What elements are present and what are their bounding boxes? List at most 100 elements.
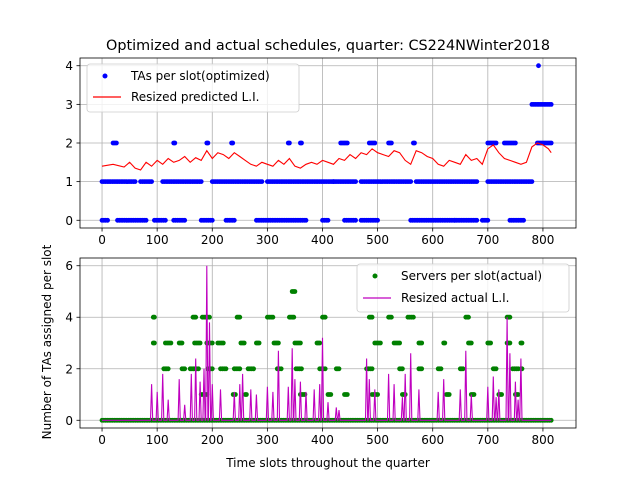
data-point [412, 140, 417, 146]
y-tick-label: 3 [65, 98, 73, 112]
data-point [209, 340, 215, 346]
data-point [411, 314, 416, 320]
top-chart-frame [79, 57, 577, 229]
data-point [251, 366, 256, 372]
y-tick-label: 2 [65, 137, 73, 151]
data-point [270, 314, 276, 320]
x-tick-label: 500 [366, 433, 389, 447]
bottom-legend-marker-points [372, 273, 378, 279]
data-point [182, 366, 188, 372]
x-tick-label: 100 [146, 433, 169, 447]
x-tick-label: 300 [256, 233, 279, 247]
data-point [328, 392, 334, 397]
x-tick-label: 0 [98, 433, 106, 447]
data-point [299, 140, 304, 146]
data-point [149, 179, 155, 185]
x-tick-label: 700 [476, 433, 499, 447]
data-point [400, 366, 405, 372]
y-tick-label: 0 [65, 414, 73, 428]
data-point [241, 340, 247, 346]
data-point [474, 217, 480, 223]
top-chart-plot-area [99, 63, 554, 223]
top-chart-legend: TAs per slot(optimized) Resized predicte… [86, 63, 300, 113]
data-point [375, 392, 380, 397]
data-point [344, 140, 350, 146]
data-point [389, 140, 394, 146]
data-point [172, 140, 178, 146]
x-tick-label: 200 [201, 433, 224, 447]
y-tick-label: 2 [65, 362, 73, 376]
top-chart-x-ticks: 0 100 200 300 400 500 600 700 800 [98, 228, 554, 247]
data-point [513, 140, 518, 146]
data-point [353, 217, 358, 223]
x-tick-label: 600 [421, 433, 444, 447]
data-point [259, 179, 265, 185]
y-tick-label: 1 [65, 175, 73, 189]
data-point [419, 340, 425, 346]
data-point [442, 340, 448, 346]
bottom-chart-y-ticks: 0 2 4 6 [65, 259, 80, 428]
data-point [438, 366, 444, 372]
series-spike-line [102, 265, 552, 421]
data-point [276, 340, 281, 346]
data-point [196, 366, 201, 372]
data-point [193, 314, 199, 320]
data-point [493, 140, 499, 146]
data-point [105, 217, 110, 223]
x-tick-label: 800 [531, 233, 554, 247]
data-point [197, 340, 203, 346]
bottom-legend-box [356, 263, 570, 313]
data-point [408, 179, 414, 185]
data-point [205, 140, 211, 146]
data-point [223, 366, 229, 372]
y-tick-label: 4 [65, 59, 73, 73]
bottom-chart-frame [79, 257, 577, 429]
data-point [519, 340, 525, 346]
data-point [375, 217, 380, 223]
data-point [521, 217, 526, 223]
top-chart-y-ticks: 0 1 2 3 4 [65, 59, 80, 228]
data-point [507, 314, 513, 320]
data-point [230, 140, 236, 146]
x-tick-label: 200 [201, 233, 224, 247]
data-point [369, 366, 375, 372]
data-point [179, 340, 185, 346]
data-point [209, 217, 215, 223]
y-axis-label: Number of TAs assigned per slot [40, 244, 54, 439]
data-point [485, 217, 491, 223]
data-point [507, 340, 513, 346]
data-point [474, 179, 480, 185]
bottom-chart-x-ticks: 0 100 200 300 400 500 600 700 800 [98, 428, 554, 447]
data-point [317, 340, 323, 346]
bottom-chart-plot-area [99, 265, 554, 423]
data-point [231, 217, 237, 223]
top-legend-box [86, 63, 300, 113]
bottom-legend-label-line: Resized actual L.I. [401, 291, 510, 305]
x-tick-label: 700 [476, 233, 499, 247]
data-point [168, 340, 174, 346]
y-tick-label: 4 [65, 311, 73, 325]
data-point [499, 392, 504, 397]
x-tick-label: 300 [256, 433, 279, 447]
data-point [369, 314, 375, 320]
data-point [299, 366, 304, 372]
data-point [529, 179, 535, 185]
data-point [325, 217, 331, 223]
data-point [548, 140, 554, 146]
data-point [287, 140, 292, 146]
top-legend-marker-points [102, 73, 108, 79]
data-point [515, 392, 521, 397]
data-point [165, 366, 171, 372]
data-point [389, 314, 394, 320]
data-point [237, 314, 243, 320]
data-point [466, 314, 471, 320]
data-point [256, 340, 262, 346]
data-point [278, 366, 284, 372]
data-point [143, 217, 149, 223]
data-point [344, 392, 350, 397]
data-point [220, 340, 226, 346]
x-tick-label: 400 [311, 233, 334, 247]
top-legend-label-line: Resized predicted L.I. [131, 90, 259, 104]
data-point [353, 179, 358, 185]
